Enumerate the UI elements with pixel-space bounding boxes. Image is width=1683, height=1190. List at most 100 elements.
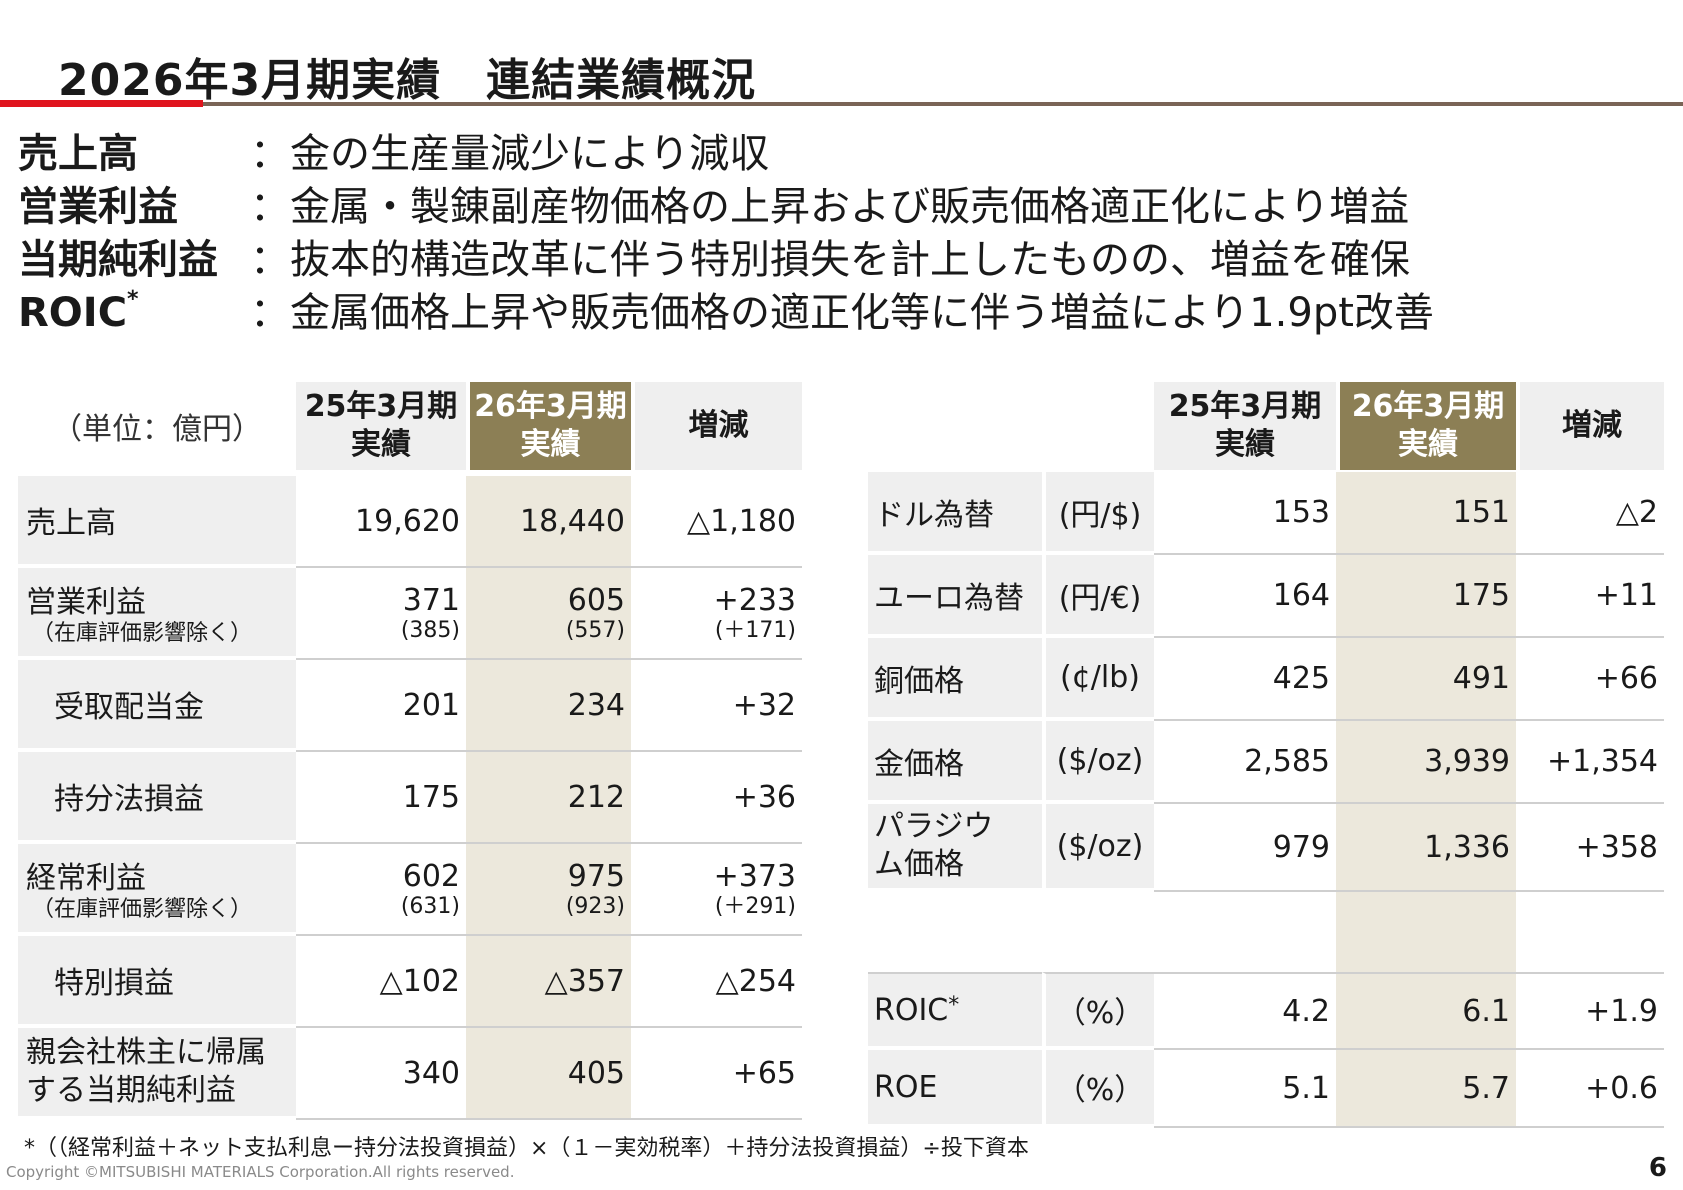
header-prev-year: 25年3月期 実績 [1154,382,1336,470]
change-value: △2 [1516,472,1664,555]
summary-row: 売上高 ：金の生産量減少により減収 [18,128,1678,181]
page-title: 2026年3月期実績 連結業績概況 [58,55,757,106]
summary-text: ：抜本的構造改革に伴う特別損失を計上したものの、増益を確保 [250,237,1410,283]
page-number: 6 [1648,1153,1667,1183]
row-label: 受取配当金 [18,660,296,752]
current-value: △357 [466,936,631,1028]
table-row: 経常利益 （在庫評価影響除く） 602 (631) 975 (923) +373 (＋2… [18,844,802,936]
prev-value: 979 [1154,804,1336,892]
prev-value: 153 [1154,472,1336,555]
header-current-year: 26年3月期 実績 [466,382,631,470]
summary-text: ：金属・製錬副産物価格の上昇および販売価格適正化により増益 [250,184,1410,230]
change-value: +358 [1516,804,1664,892]
current-value: 234 [466,660,631,752]
change-value: +32 [631,660,802,752]
prev-value: 602 (631) [296,844,466,936]
change-value: △254 [631,936,802,1028]
row-label: パラジウム価格 [868,804,1042,892]
table-row: 営業利益 （在庫評価影響除く） 371 (385) 605 (557) +233 (＋1… [18,568,802,660]
row-label: ドル為替 [868,472,1042,555]
table-row: 親会社株主に帰属する当期純利益 340 405 +65 [18,1028,802,1120]
row-label: 営業利益 （在庫評価影響除く） [18,568,296,660]
row-label: ROIC* [868,972,1042,1050]
current-value: 212 [466,752,631,844]
change-value: +65 [631,1028,802,1120]
row-label: 経常利益 （在庫評価影響除く） [18,844,296,936]
prev-value: 164 [1154,555,1336,638]
current-value: 175 [1336,555,1516,638]
current-value: 5.7 [1336,1050,1516,1128]
row-unit: （%） [1042,972,1154,1050]
row-label: 売上高 [18,476,296,568]
current-value: 3,939 [1336,721,1516,804]
table-row: ROE （%） 5.1 5.7 +0.6 [868,1050,1664,1128]
current-value: 605 (557) [466,568,631,660]
current-value: 151 [1336,472,1516,555]
change-value: +1,354 [1516,721,1664,804]
copyright-notice: Copyright ©MITSUBISHI MATERIALS Corporat… [6,1163,515,1181]
summary-row: 当期純利益 ：抜本的構造改革に伴う特別損失を計上したものの、増益を確保 [18,234,1678,287]
table-row: 売上高 19,620 18,440 △1,180 [18,476,802,568]
summary-text: ：金の生産量減少により減収 [250,131,770,177]
header-prev-year: 25年3月期 実績 [296,382,466,470]
prev-value: 2,585 [1154,721,1336,804]
change-value: +0.6 [1516,1050,1664,1128]
change-value: +11 [1516,555,1664,638]
summary-row: 営業利益 ：金属・製錬副産物価格の上昇および販売価格適正化により増益 [18,181,1678,234]
row-sublabel: （在庫評価影響除く） [32,621,253,646]
title-rule-brown [203,102,1683,106]
table-row: ドル為替 (円/$) 153 151 △2 [868,472,1664,555]
current-value: 18,440 [466,476,631,568]
row-unit: ($/oz) [1042,804,1154,892]
row-label: ROE [868,1050,1042,1128]
prev-value: 425 [1154,638,1336,721]
prev-value: 340 [296,1028,466,1120]
summary-label: 当期純利益 [18,237,218,283]
table-row: ROIC* （%） 4.2 6.1 +1.9 [868,972,1664,1050]
title-rule-red [0,100,203,107]
summary-label: 売上高 [18,131,138,177]
current-value: 405 [466,1028,631,1120]
current-value: 491 [1336,638,1516,721]
table-row: 持分法損益 175 212 +36 [18,752,802,844]
row-label: 持分法損益 [18,752,296,844]
summary-label: ROIC* [18,287,139,336]
current-value: 6.1 [1336,972,1516,1050]
prev-value: 371 (385) [296,568,466,660]
prev-value: 19,620 [296,476,466,568]
row-label: 特別損益 [18,936,296,1028]
table-row: ユーロ為替 (円/€) 164 175 +11 [868,555,1664,638]
market-indicators-table: 25年3月期 実績 26年3月期 実績 増減 ドル為替 (円/$) 153 151 … [868,382,1664,1128]
table-row: 受取配当金 201 234 +32 [18,660,802,752]
row-label: 親会社株主に帰属する当期純利益 [18,1028,296,1120]
summary-row: ROIC* ：金属価格上昇や販売価格の適正化等に伴う増益により1.9pt改善 [18,287,1678,340]
prev-value: 4.2 [1154,972,1336,1050]
prev-value: 175 [296,752,466,844]
current-value: 975 (923) [466,844,631,936]
table-row: 特別損益 △102 △357 △254 [18,936,802,1028]
change-value: +36 [631,752,802,844]
change-value: △1,180 [631,476,802,568]
row-label: 金価格 [868,721,1042,804]
row-unit: (円/$) [1042,472,1154,555]
financial-results-table: （単位：億円） 25年3月期 実績 26年3月期 実績 増減 売上高 19,620 … [18,382,802,1120]
current-value: 1,336 [1336,804,1516,892]
header-current-year: 26年3月期 実績 [1336,382,1516,470]
table-row: 金価格 ($/oz) 2,585 3,939 +1,354 [868,721,1664,804]
row-unit: ($/oz) [1042,721,1154,804]
row-unit: (円/€) [1042,555,1154,638]
prev-value: 5.1 [1154,1050,1336,1128]
row-unit: (¢/lb) [1042,638,1154,721]
roic-footnote: *（（経常利益＋ネット支払利息ー持分法投資損益）×（１－実効税率）＋持分法投資損… [24,1136,1029,1161]
row-label: ユーロ為替 [868,555,1042,638]
summary-label: 営業利益 [18,184,178,230]
summary-block: 売上高 ：金の生産量減少により減収 営業利益 ：金属・製錬副産物価格の上昇および… [18,128,1678,340]
change-value: +66 [1516,638,1664,721]
summary-text: ：金属価格上昇や販売価格の適正化等に伴う増益により1.9pt改善 [250,290,1434,336]
change-value: +1.9 [1516,972,1664,1050]
change-value: +373 (＋291) [631,844,802,936]
prev-value: △102 [296,936,466,1028]
table-row: 銅価格 (¢/lb) 425 491 +66 [868,638,1664,721]
unit-caption: （単位：億円） [52,412,262,447]
table-row: パラジウム価格 ($/oz) 979 1,336 +358 [868,804,1664,892]
